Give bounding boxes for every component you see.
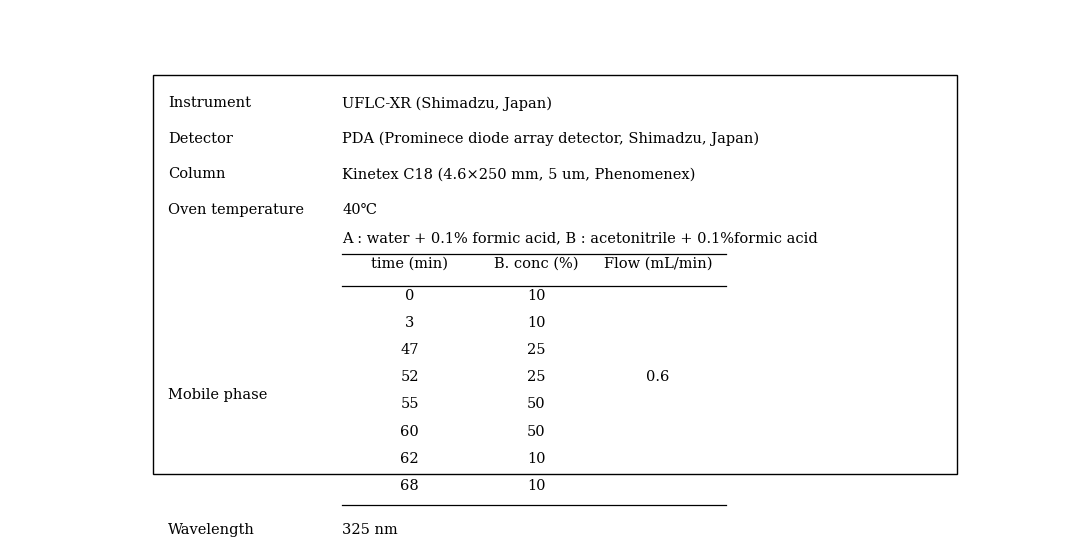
Text: B. conc (%): B. conc (%) bbox=[493, 256, 578, 270]
Text: A : water + 0.1% formic acid, B : acetonitrile + 0.1%formic acid: A : water + 0.1% formic acid, B : aceton… bbox=[342, 231, 819, 246]
Text: 50: 50 bbox=[527, 397, 546, 411]
Text: UFLC-XR (Shimadzu, Japan): UFLC-XR (Shimadzu, Japan) bbox=[342, 96, 552, 111]
Text: Oven temperature: Oven temperature bbox=[167, 203, 304, 217]
Text: Wavelength: Wavelength bbox=[167, 524, 254, 538]
Text: time (min): time (min) bbox=[371, 256, 448, 270]
Text: 10: 10 bbox=[527, 316, 546, 330]
Text: 325 nm: 325 nm bbox=[342, 524, 398, 538]
Text: 10: 10 bbox=[527, 289, 546, 303]
Text: PDA (Prominece diode array detector, Shimadzu, Japan): PDA (Prominece diode array detector, Shi… bbox=[342, 132, 760, 146]
Text: Mobile phase: Mobile phase bbox=[167, 388, 267, 402]
Text: 25: 25 bbox=[527, 343, 546, 357]
Text: 0.6: 0.6 bbox=[647, 370, 670, 384]
Text: 68: 68 bbox=[400, 479, 418, 493]
Text: 3: 3 bbox=[405, 316, 414, 330]
Text: 50: 50 bbox=[527, 424, 546, 438]
Text: Flow (mL/min): Flow (mL/min) bbox=[604, 256, 712, 270]
Text: 62: 62 bbox=[400, 451, 418, 466]
Text: 47: 47 bbox=[400, 343, 418, 357]
Text: Kinetex C18 (4.6×250 mm, 5 um, Phenomenex): Kinetex C18 (4.6×250 mm, 5 um, Phenomene… bbox=[342, 167, 696, 181]
Text: 10: 10 bbox=[527, 479, 546, 493]
Text: Detector: Detector bbox=[167, 132, 233, 146]
Text: 60: 60 bbox=[400, 424, 418, 438]
Text: 25: 25 bbox=[527, 370, 546, 384]
Text: 40℃: 40℃ bbox=[342, 203, 377, 217]
Text: 52: 52 bbox=[400, 370, 418, 384]
Text: 55: 55 bbox=[400, 397, 418, 411]
Text: 10: 10 bbox=[527, 451, 546, 466]
Text: Column: Column bbox=[167, 167, 225, 181]
Text: Instrument: Instrument bbox=[167, 96, 251, 111]
Text: 0: 0 bbox=[405, 289, 414, 303]
